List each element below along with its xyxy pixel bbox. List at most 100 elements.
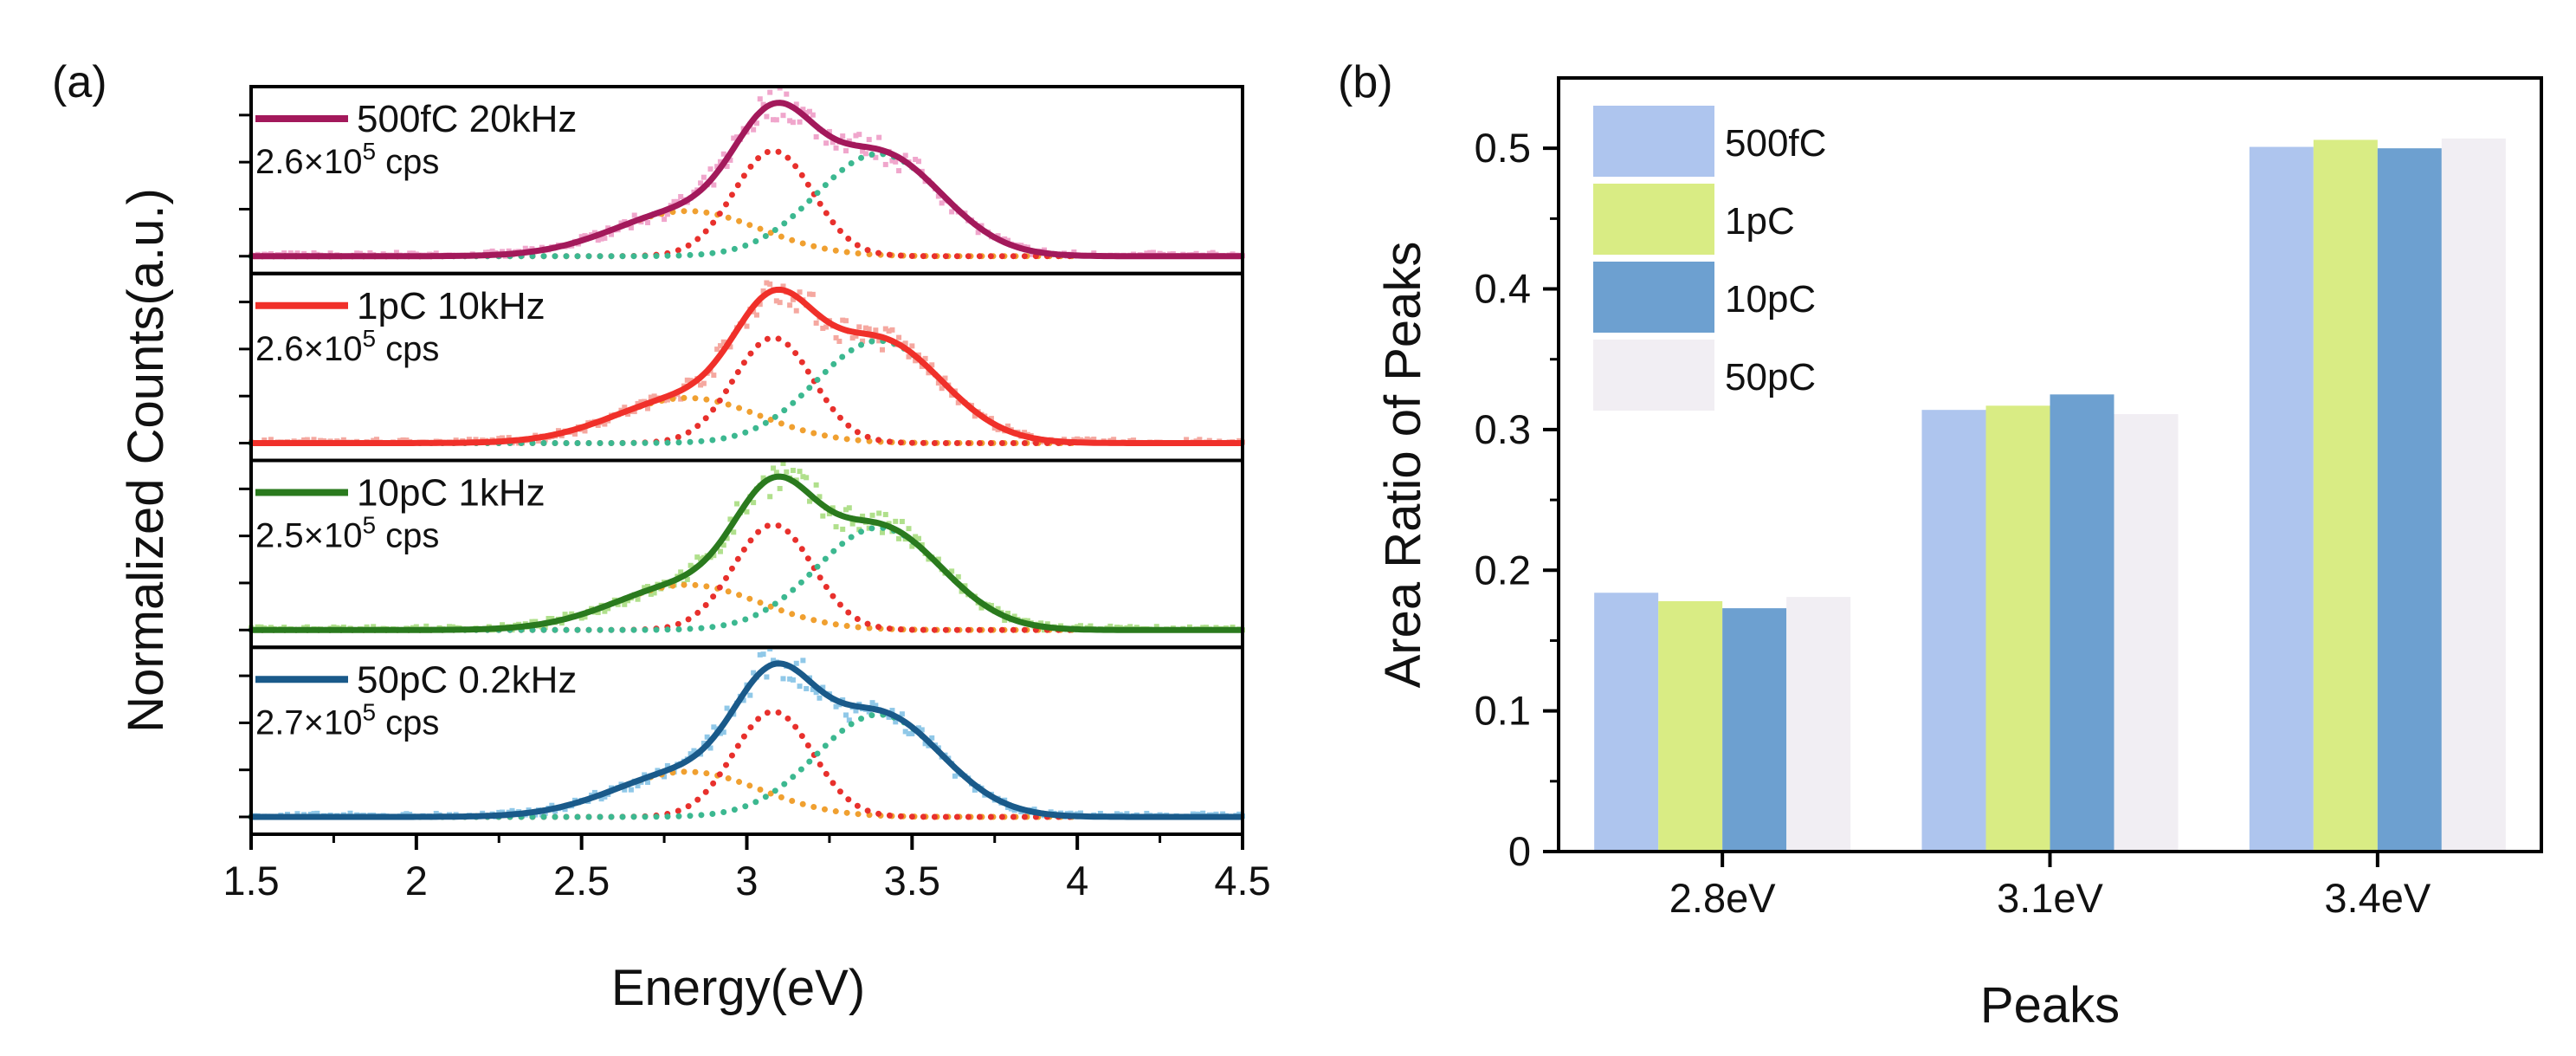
data-point [536,438,542,444]
data-point [1088,623,1094,629]
x-tick-label: 3 [735,858,758,904]
data-point [777,300,783,306]
data-point [767,281,773,287]
data-point [949,568,955,574]
data-point [1111,437,1117,443]
data-point [542,810,548,816]
data-point [893,159,899,165]
data-point [866,137,872,143]
data-point [922,741,928,747]
data-point [909,543,915,549]
data-point [615,601,621,607]
data-point [833,334,839,340]
data-point [347,810,353,816]
data-point [840,133,846,139]
fit-component-line [248,581,1081,633]
y-axis-label: Area Ratio of Peaks [1375,242,1431,689]
data-point [790,120,796,126]
data-point [631,212,637,218]
data-point [268,437,274,443]
bar [1722,608,1787,852]
data-point [849,521,855,527]
data-point [294,250,300,256]
legend-swatch [1593,184,1714,255]
data-point [400,437,406,443]
area-ratio-chart: 2.8eV 3.1eV 3.4eV 0 0.1 0.2 0.3 0.4 0.5 500fC 1pC 1… [1375,76,2543,1033]
data-point [1002,617,1008,623]
data-point [1038,620,1044,626]
data-point [896,535,902,541]
data-point [529,619,535,625]
x-tick-label: 3.1eV [1997,875,2103,921]
data-point [595,610,601,616]
data-point [935,193,941,199]
data-point [846,505,852,511]
data-point [605,606,611,612]
data-point [1005,611,1011,617]
data-point [582,428,588,434]
y-tick-label: 0.2 [1475,547,1531,593]
data-point [714,347,720,353]
data-point [724,535,730,541]
bar [2050,394,2114,852]
data-point [913,358,919,364]
data-point [889,708,895,714]
data-point [496,436,502,442]
data-point [833,703,839,709]
data-point [684,377,690,383]
data-point [823,140,830,146]
data-point [988,603,994,609]
data-point [873,327,879,334]
data-point [645,405,650,411]
data-point [1153,624,1159,630]
data-point [902,729,908,735]
x-tick-label: 3.5 [884,858,940,904]
data-point [919,727,925,733]
legend-swatch [1593,340,1714,411]
data-point [648,394,654,400]
panel-label-a: (a) [52,57,107,107]
legend-label: 500fC [1725,122,1826,165]
data-point [628,787,634,793]
data-point [602,235,608,241]
x-axis-label: Peaks [1980,977,2120,1033]
data-point [340,437,346,443]
data-point [648,591,654,597]
bar [2313,139,2378,852]
data-point [500,435,506,441]
data-point [734,134,740,140]
data-point [804,685,810,691]
data-point [889,327,895,333]
data-point [757,301,763,308]
legend-swatch [1593,106,1714,177]
data-point [1044,621,1050,627]
data-point [764,113,770,120]
data-point [720,339,726,345]
data-point [500,622,506,628]
data-point [893,518,899,524]
data-point [688,562,694,568]
data-point [873,703,879,709]
data-point [1077,623,1083,629]
y-tick-label: 0.1 [1475,688,1531,734]
data-point [955,573,961,580]
data-point [1184,437,1190,443]
data-point [926,370,932,376]
data-point [810,112,816,118]
data-point [1107,623,1114,629]
bar [1985,405,2050,852]
data-point [882,511,888,517]
data-point [876,134,882,140]
data-point [700,380,707,386]
data-point [294,811,300,817]
data-point [664,763,670,769]
data-point [751,126,757,133]
data-point [899,518,905,524]
data-point [952,773,958,779]
data-point [1011,613,1017,619]
data-point [939,385,945,392]
data-point [922,355,928,361]
bar [2377,148,2442,852]
y-tick-label: 0.3 [1475,406,1531,452]
